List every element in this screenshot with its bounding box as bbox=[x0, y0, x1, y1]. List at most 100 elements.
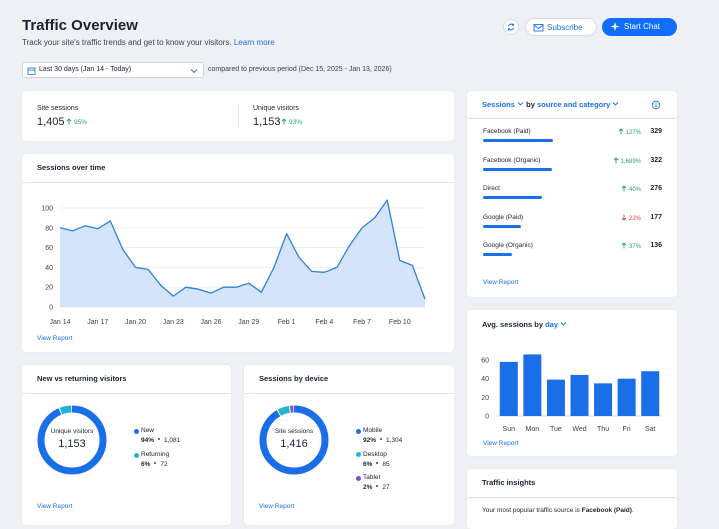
summary-change: 93% bbox=[281, 118, 302, 126]
x-tick-label: Thu bbox=[597, 426, 609, 433]
legend-values: 6% 72 bbox=[141, 461, 168, 468]
chevron-icon bbox=[190, 69, 198, 74]
source-change-text: 22% bbox=[628, 215, 641, 222]
donut-chart: Site sessions 1,416 bbox=[259, 405, 329, 475]
divider bbox=[22, 393, 231, 394]
chevron-icon bbox=[517, 102, 524, 106]
view-report-link[interactable]: View Report bbox=[259, 503, 295, 510]
y-tick-label: 0 bbox=[49, 305, 53, 312]
start-chat-button[interactable]: Start Chat bbox=[602, 18, 677, 36]
donut-center-label: Site sessions bbox=[275, 428, 314, 435]
insight-body: Your most popular traffic source is bbox=[482, 507, 582, 514]
card-title: Traffic insights bbox=[482, 478, 536, 487]
comparison-text: compared to previous period (Dec 15, 202… bbox=[208, 66, 392, 73]
x-tick-label: Tue bbox=[550, 426, 562, 433]
source-change: 22% bbox=[621, 214, 641, 222]
view-report-link[interactable]: View Report bbox=[483, 279, 519, 286]
legend-name: Mobile bbox=[363, 427, 383, 434]
legend-name: Returning bbox=[141, 451, 170, 458]
divider bbox=[22, 182, 454, 183]
separator-dot bbox=[154, 462, 157, 464]
x-tick-label: Sat bbox=[645, 426, 656, 433]
source-bar bbox=[483, 167, 552, 171]
info-icon[interactable] bbox=[651, 100, 661, 110]
source-change-text: 127% bbox=[625, 130, 641, 136]
calendar-icon bbox=[27, 67, 36, 75]
sources-header: Sessions by source and category bbox=[482, 100, 619, 109]
source-bar bbox=[483, 196, 542, 199]
x-tick-label: Sun bbox=[503, 426, 516, 433]
y-tick-label: 40 bbox=[481, 376, 489, 383]
legend-count: 85 bbox=[382, 460, 390, 468]
source-change: 37% bbox=[621, 242, 641, 250]
source-bar bbox=[483, 253, 512, 256]
group-select[interactable]: source and category bbox=[536, 100, 611, 109]
devices-card: Sessions by device Site sessions 1,416 Mob… bbox=[244, 365, 454, 525]
summary-value: 1,405 bbox=[37, 116, 65, 128]
legend-count: 1,304 bbox=[386, 437, 403, 444]
legend-count: 27 bbox=[382, 484, 390, 491]
legend-values: 94% 1,081 bbox=[141, 437, 180, 444]
x-tick-label: Fri bbox=[623, 426, 632, 433]
legend-share: 6% bbox=[363, 460, 373, 468]
legend-name: New bbox=[141, 427, 155, 434]
page-title: Traffic Overview bbox=[22, 17, 138, 34]
legend-name: Tablet bbox=[363, 474, 381, 481]
y-tick-label: 80 bbox=[45, 225, 53, 232]
bar bbox=[570, 374, 589, 416]
bar bbox=[546, 379, 565, 416]
source-change: 40% bbox=[621, 185, 641, 193]
legend-dot bbox=[134, 452, 139, 458]
legend-name: Desktop bbox=[363, 450, 387, 458]
subtitle-text: Track your site's traffic trends and get… bbox=[22, 38, 232, 47]
legend-share: 94% bbox=[141, 437, 155, 444]
legend-values: 2% 27 bbox=[363, 484, 390, 491]
summary-change: 95% bbox=[66, 118, 87, 126]
learn-more-link[interactable]: Learn more bbox=[233, 38, 275, 47]
summary-change-text: 95% bbox=[74, 119, 88, 126]
by-label: by bbox=[526, 100, 535, 109]
separator-dot bbox=[376, 485, 379, 487]
metric-select[interactable]: Sessions bbox=[482, 100, 515, 109]
date-range-select[interactable]: Last 30 days (Jan 14 - Today) bbox=[22, 62, 204, 78]
divider bbox=[467, 497, 677, 498]
legend-count: 72 bbox=[160, 461, 168, 468]
bar bbox=[641, 371, 660, 416]
source-change-text: 37% bbox=[628, 244, 641, 250]
separator-dot bbox=[380, 438, 383, 440]
subscribe-button[interactable]: Subscribe bbox=[525, 18, 597, 36]
x-tick-label: Feb 4 bbox=[315, 319, 333, 326]
x-tick-label: Jan 29 bbox=[238, 319, 259, 326]
sources-card: Sessions by source and category Facebook… bbox=[467, 91, 677, 297]
insight-text: Your most popular traffic source is Face… bbox=[482, 507, 634, 514]
legend-share: 92% bbox=[363, 437, 377, 444]
refresh-button[interactable] bbox=[503, 19, 519, 35]
mail-icon bbox=[533, 24, 544, 32]
period-select[interactable]: day bbox=[545, 320, 559, 329]
source-name: Google (Paid) bbox=[483, 213, 524, 221]
sessions-card: Sessions over time 0 20 40 60 80 100 Jan 14 Jan… bbox=[22, 154, 454, 352]
donut-segment bbox=[37, 405, 107, 475]
y-tick-label: 20 bbox=[481, 395, 489, 402]
donut-center-label: Unique visitors bbox=[51, 428, 94, 435]
insights-card: Traffic insights Your most popular traff… bbox=[467, 469, 677, 529]
x-tick-label: Jan 23 bbox=[163, 319, 184, 326]
insight-highlight: Facebook (Paid) bbox=[581, 507, 632, 514]
view-report-link[interactable]: View Report bbox=[37, 503, 73, 510]
legend-values: 6% 85 bbox=[363, 461, 390, 468]
source-name: Facebook (Paid) bbox=[483, 128, 531, 135]
subtitle: Track your site's traffic trends and get… bbox=[22, 38, 275, 47]
view-report-link[interactable]: View Report bbox=[37, 335, 73, 342]
up-arrow bbox=[66, 118, 74, 126]
source-sessions: 329 bbox=[650, 128, 662, 135]
source-sessions: 276 bbox=[650, 185, 662, 192]
bar bbox=[523, 354, 542, 416]
summary-change-text: 93% bbox=[289, 119, 303, 126]
summary-label: Site sessions bbox=[37, 105, 79, 112]
y-tick-label: 0 bbox=[485, 414, 489, 421]
donut-center-value: 1,153 bbox=[58, 438, 86, 450]
view-report-link[interactable]: View Report bbox=[483, 440, 519, 447]
line-chart: 0 20 40 60 80 100 Jan 14 Jan 17 Jan 20 Jan 23 Jan … bbox=[41, 199, 426, 326]
avg-header: Avg. sessions by day bbox=[482, 320, 567, 329]
